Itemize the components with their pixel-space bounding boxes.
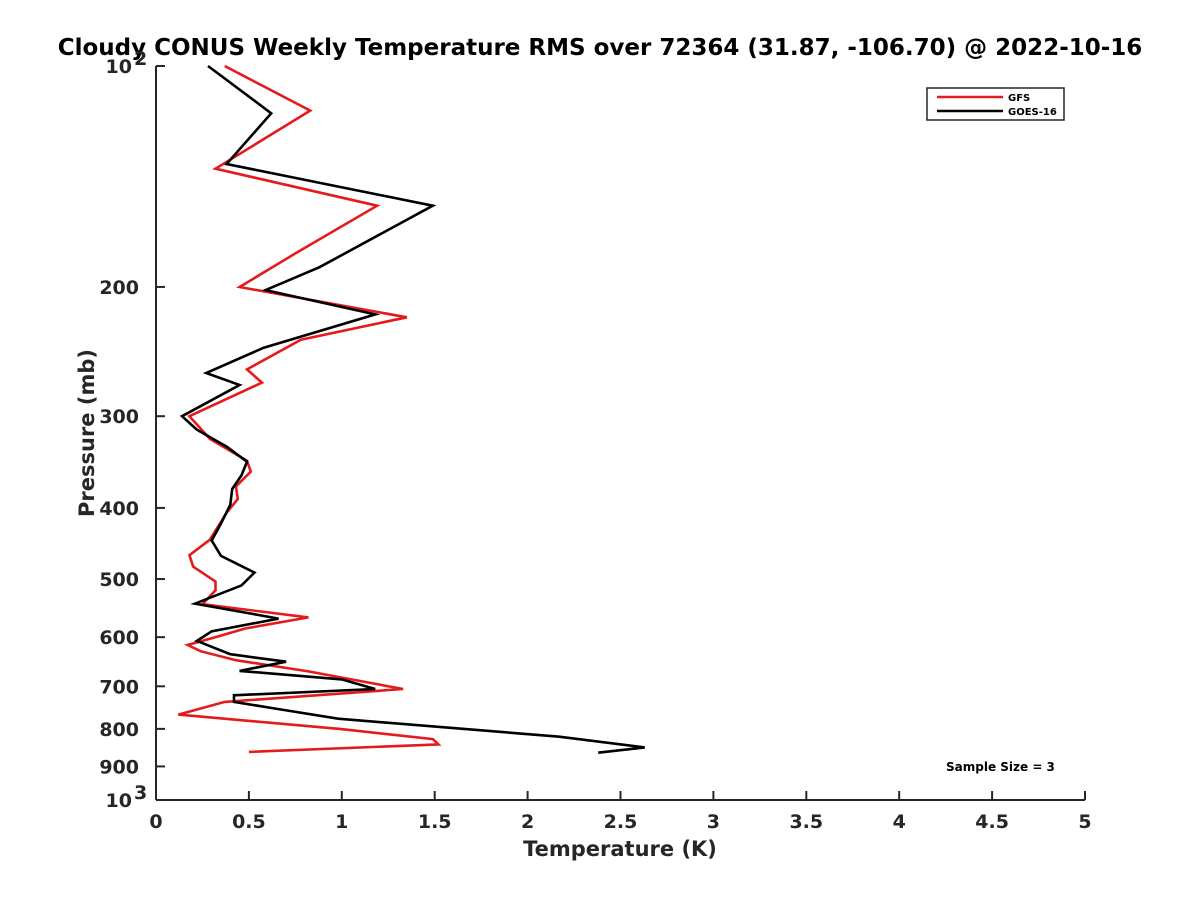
- y-tick-exponent: 3: [134, 782, 147, 804]
- series-line-gfs: [177, 64, 442, 754]
- x-tick-label: 0: [149, 811, 162, 833]
- x-ticks: 0 0.5 1 1.5 2 2.5 3 3.5 4 4.5 5: [149, 791, 1092, 833]
- y-tick-label: 200: [99, 277, 139, 299]
- x-tick-label: 2: [521, 811, 534, 833]
- legend-label-goes16: GOES-16: [1008, 107, 1057, 118]
- x-tick-label: 0.5: [232, 811, 266, 833]
- series-layer: [177, 64, 645, 754]
- x-tick-label: 4.5: [975, 811, 1009, 833]
- y-tick-label: 900: [99, 756, 139, 778]
- chart-title: Cloudy CONUS Weekly Temperature RMS over…: [58, 35, 1143, 61]
- y-tick-label: 10: [106, 790, 132, 812]
- x-tick-label: 1: [335, 811, 348, 833]
- x-tick-label: 3.5: [789, 811, 823, 833]
- y-tick-label: 800: [99, 719, 139, 741]
- x-axis-title: Temperature (K): [523, 837, 717, 861]
- sample-size-annotation: Sample Size = 3: [946, 760, 1055, 774]
- x-tick-label: 3: [707, 811, 720, 833]
- y-tick-label: 600: [99, 627, 139, 649]
- x-tick-label: 1.5: [418, 811, 452, 833]
- series-line-goes16: [179, 64, 645, 754]
- legend-label-gfs: GFS: [1008, 93, 1030, 104]
- x-tick-label: 2.5: [604, 811, 638, 833]
- x-tick-label: 5: [1078, 811, 1091, 833]
- axes: [155, 66, 1085, 801]
- y-tick-label: 10: [106, 56, 132, 78]
- legend: GFS GOES-16: [926, 87, 1065, 121]
- x-tick-label: 4: [893, 811, 906, 833]
- y-tick-label: 300: [99, 406, 139, 428]
- y-tick-label: 700: [99, 676, 139, 698]
- y-tick-label: 400: [99, 498, 139, 520]
- y-axis-title: Pressure (mb): [75, 349, 99, 517]
- y-tick-label: 500: [99, 569, 139, 591]
- y-tick-exponent: 2: [134, 48, 147, 70]
- legend-box: [926, 87, 1065, 121]
